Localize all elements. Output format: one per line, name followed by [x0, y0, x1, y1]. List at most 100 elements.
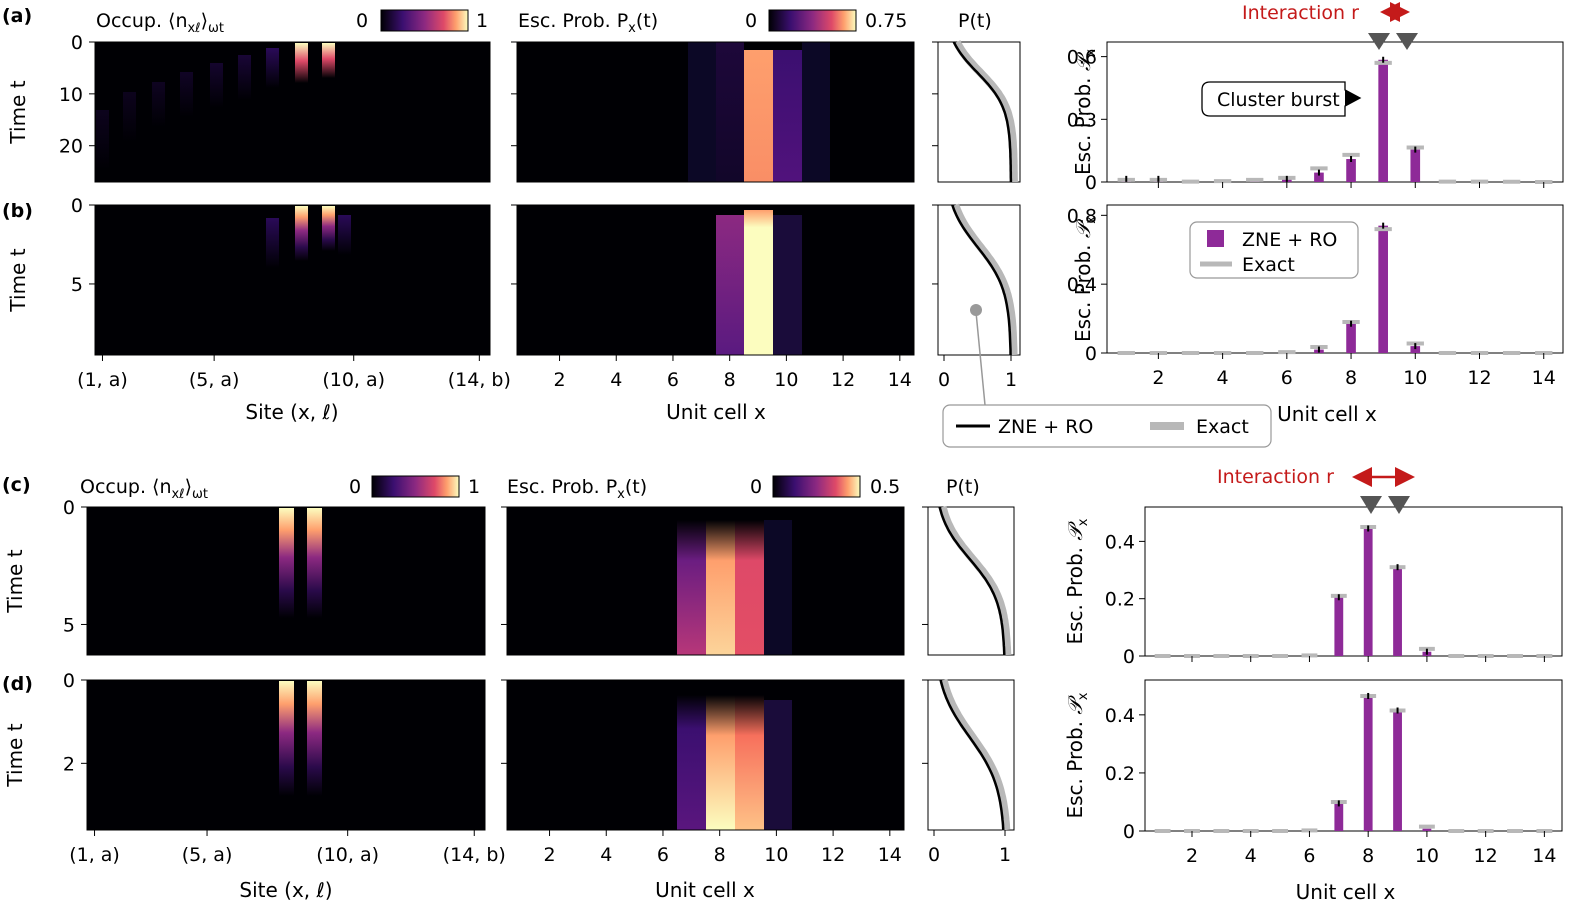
legend-bar-exact-label: Exact	[1242, 254, 1295, 276]
bar-xtick-label-1-6: 14	[1532, 367, 1556, 389]
svg-text:Occup. ⟨nxℓ⟩ωt: Occup. ⟨nxℓ⟩ωt	[96, 10, 224, 36]
pt-exact-curve-1	[951, 203, 1018, 356]
time-tick-label-0-0: 0	[71, 32, 83, 54]
time-ylabel-1: Time t	[6, 248, 30, 312]
bar-xtick-label-3-5: 12	[1474, 845, 1498, 867]
site-xtick-label-top-2: (10, a)	[322, 369, 385, 391]
interaction-marker-bottom-2	[1388, 496, 1410, 514]
pt-frame-2	[927, 506, 1015, 656]
legend-pointer-dot	[970, 304, 982, 316]
interaction-label-top: Interaction r	[1242, 2, 1359, 24]
legend-pointer	[975, 311, 986, 406]
legend-line-exact-label: Exact	[1196, 416, 1249, 438]
time-tick-label-3-0: 0	[63, 670, 75, 692]
bar-ytick-label-2-0: 0	[1123, 646, 1135, 668]
esc-cbar-max-top: 0.75	[865, 10, 907, 32]
pt-title-c: P(t)	[946, 476, 980, 498]
pt-exact-curve-2	[938, 505, 1012, 656]
bar-zne-2-7	[1334, 597, 1344, 656]
bar-zne-2-9	[1393, 567, 1402, 656]
bar-xtick-label-1-4: 10	[1403, 367, 1427, 389]
time-tick-label-0-2: 20	[59, 136, 83, 158]
bar-ytick-label-2-2: 0.4	[1105, 531, 1135, 553]
site-xlabel-top: Site (x, ℓ)	[245, 400, 338, 424]
bar-xtick-label-1-2: 6	[1281, 367, 1293, 389]
bar-xtick-label-1-0: 2	[1152, 367, 1164, 389]
site-xtick-label-bottom-2: (10, a)	[316, 844, 379, 866]
bar-ylabel-1: Esc. Prob. 𝒫x	[1071, 216, 1099, 342]
pt-exact-curve-3	[939, 679, 1011, 831]
pt-xtick-label-1-0: 0	[938, 369, 950, 391]
legend-line-zne-label: ZNE + RO	[998, 416, 1093, 438]
bar-ytick-label-3-0: 0	[1123, 821, 1135, 843]
occupation-heatmap-a	[94, 41, 491, 183]
bar-zne-0-7	[1314, 172, 1324, 182]
site-xtick-label-bottom-1: (5, a)	[182, 844, 233, 866]
occ-cbar-min-c: 0	[349, 476, 361, 498]
bar-zne-1-8	[1346, 323, 1356, 353]
bar-ytick-label-3-2: 0.4	[1105, 705, 1135, 727]
occ-cbar-max-top: 1	[476, 10, 488, 32]
bar-legend: ZNE + RO Exact	[1189, 221, 1359, 279]
bar-ytick-label-2-1: 0.2	[1105, 589, 1135, 611]
pt-xtick-label-1-1: 1	[1005, 369, 1017, 391]
unit-xtick-label-bottom-4: 10	[764, 844, 788, 866]
occ-title-c: Occup. ⟨nxℓ⟩ωt	[80, 476, 208, 502]
panel-letter-b: (b)	[2, 200, 33, 222]
svg-text:Esc. Prob. Px(t): Esc. Prob. Px(t)	[518, 10, 658, 36]
bar-zne-3-8	[1363, 695, 1373, 831]
time-ylabel-2: Time t	[3, 549, 27, 613]
unit-xtick-label-top-3: 8	[724, 369, 736, 391]
pt-panels: 0 1 0 1	[927, 40, 1021, 866]
bar-ytick-label-1-0: 0	[1085, 343, 1097, 365]
bar-xtick-label-3-3: 8	[1362, 845, 1374, 867]
esc-title-top: Esc. Prob. Px(t)	[518, 10, 658, 36]
bar-zne-1-9	[1378, 225, 1388, 353]
unit-xtick-label-top-6: 14	[888, 369, 912, 391]
esc-cbar-min-c: 0	[750, 476, 762, 498]
time-ylabel-3: Time t	[3, 723, 27, 787]
bar-ylabel-0: Esc. Prob. 𝒫x	[1071, 49, 1099, 175]
interaction-marker-top-2	[1396, 33, 1418, 50]
bar-frame-2	[1144, 506, 1563, 657]
bar-ylabel-2: Esc. Prob. 𝒫x	[1063, 518, 1091, 644]
bar-zne-0-9	[1378, 59, 1388, 182]
time-tick-label-1-1: 5	[71, 274, 83, 296]
time-tick-label-2-1: 5	[63, 614, 75, 636]
bar-ytick-label-0-0: 0	[1085, 172, 1097, 194]
cluster-burst-callout: Cluster burst	[1201, 81, 1362, 117]
unit-xtick-label-top-1: 4	[610, 369, 622, 391]
bar-frame-3	[1144, 679, 1563, 832]
unit-xtick-label-bottom-2: 6	[657, 844, 669, 866]
bar-zne-0-8	[1346, 159, 1356, 182]
esc-heatmap-c	[506, 506, 905, 656]
svg-text:Occup. ⟨nxℓ⟩ωt: Occup. ⟨nxℓ⟩ωt	[80, 476, 208, 502]
occ-title-top: Occup. ⟨nxℓ⟩ωt	[96, 10, 224, 36]
unit-xtick-label-top-5: 12	[831, 369, 855, 391]
unit-xlabel-bottom: Unit cell x	[655, 878, 755, 902]
pt-frame-1	[937, 204, 1021, 356]
site-xtick-label-bottom-3: (14, b)	[443, 844, 506, 866]
panel-letter-d: (d)	[2, 673, 33, 695]
unit-xtick-label-top-2: 6	[667, 369, 679, 391]
bar-ytick-label-3-1: 0.2	[1105, 763, 1135, 785]
bar-xtick-label-3-1: 4	[1245, 845, 1257, 867]
legend-bar-zne-swatch	[1207, 230, 1224, 247]
unit-xtick-label-bottom-1: 4	[600, 844, 612, 866]
bar-ytick-label-0-1: 0.3	[1067, 109, 1097, 131]
pt-title-top: P(t)	[958, 10, 992, 32]
esc-cbar-min-top: 0	[745, 10, 757, 32]
occupation-heatmap-c	[86, 506, 486, 656]
site-xlabel-bottom: Site (x, ℓ)	[239, 878, 332, 902]
unit-xtick-label-bottom-6: 14	[878, 844, 902, 866]
unit-xtick-label-bottom-5: 12	[821, 844, 845, 866]
cluster-burst-label: Cluster burst	[1217, 89, 1340, 111]
bar-zne-2-8	[1363, 528, 1373, 656]
pt-exact-curve-0	[953, 40, 1018, 182]
bar-zne-0-10	[1410, 149, 1421, 182]
pt-xtick-label-3-1: 1	[999, 844, 1011, 866]
unit-xtick-label-top-0: 2	[553, 369, 565, 391]
bar-zne-3-9	[1393, 710, 1402, 831]
unit-xtick-label-bottom-0: 2	[543, 844, 555, 866]
